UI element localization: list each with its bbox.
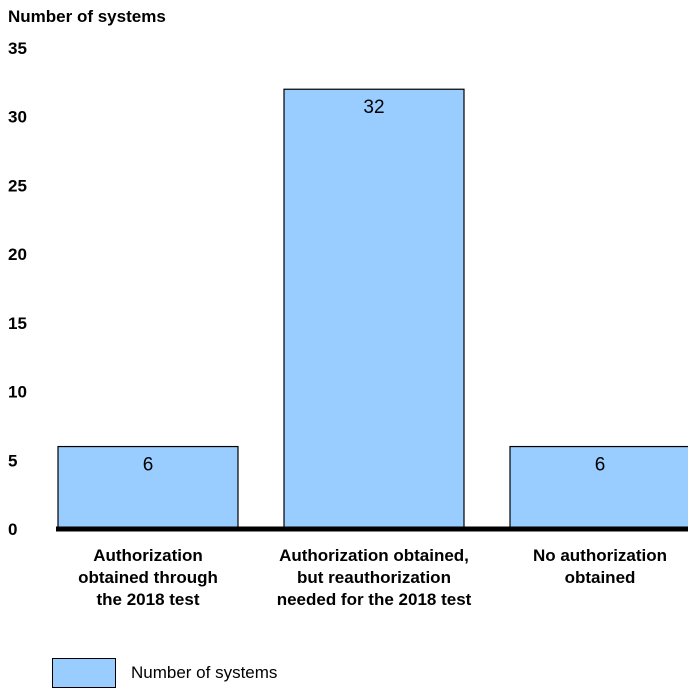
category-label-line: needed for the 2018 test	[276, 590, 472, 609]
data-label: 32	[363, 97, 384, 118]
y-axis-ticks: 0 5 10 15 20 25 30 35	[8, 39, 27, 539]
category-label-line: obtained	[564, 568, 636, 587]
category-label-line: Authorization	[93, 546, 203, 565]
legend-swatch	[52, 658, 116, 688]
bars	[57, 88, 688, 530]
y-tick-label: 35	[8, 39, 27, 58]
y-tick-label: 30	[8, 108, 27, 127]
legend-label: Number of systems	[131, 663, 278, 682]
y-tick-label: 0	[8, 520, 17, 539]
category-label-line: the 2018 test	[96, 590, 200, 609]
y-tick-label: 25	[8, 176, 27, 195]
bar	[283, 88, 465, 530]
category-label-line: No authorization	[532, 546, 668, 565]
bar	[509, 445, 688, 530]
data-labels: 6 32 6	[143, 97, 606, 475]
y-tick-label: 15	[8, 314, 27, 333]
category-label-line: obtained through	[78, 568, 218, 587]
category-label: No authorization obtained	[480, 545, 688, 589]
category-label: Authorization obtained through the 2018 te…	[28, 545, 268, 611]
category-label-line: Authorization obtained,	[279, 546, 469, 565]
data-label: 6	[595, 455, 606, 476]
y-tick-label: 20	[8, 245, 27, 264]
data-label: 6	[143, 455, 154, 476]
y-tick-label: 10	[8, 383, 27, 402]
bar	[57, 445, 239, 530]
y-tick-label: 5	[8, 451, 17, 470]
category-label-line: but reauthorization	[297, 568, 451, 587]
y-axis-title: Number of systems	[8, 7, 166, 26]
category-label: Authorization obtained, but reauthorizati…	[254, 545, 494, 611]
